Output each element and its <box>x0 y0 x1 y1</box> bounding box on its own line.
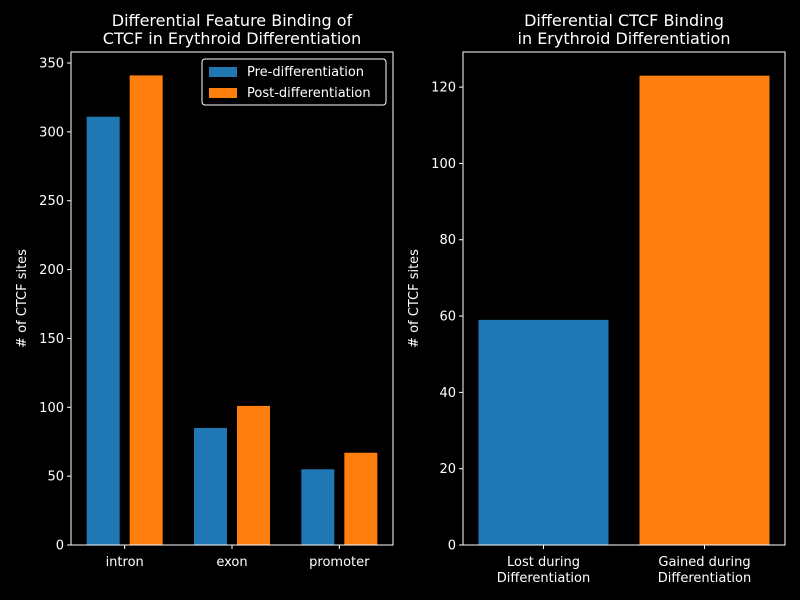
y-tick-label: 50 <box>47 470 64 485</box>
bar-post <box>237 405 270 545</box>
bar <box>478 319 609 545</box>
y-tick-label: 60 <box>439 310 456 325</box>
y-tick-label: 200 <box>39 263 64 278</box>
bar-post <box>344 452 378 545</box>
text-line: Differential CTCF Binding <box>524 11 724 30</box>
bar-pre <box>194 427 227 545</box>
bars <box>86 75 378 546</box>
x-tick-label: exon <box>216 555 247 570</box>
chart-title: Differential Feature Binding of CTCF in E… <box>103 11 361 48</box>
y-tick-label: 20 <box>439 462 456 477</box>
y-axis-label: # of CTCF sites <box>15 249 30 348</box>
y-axis-ticks: 0 50 100 150 200 250 300 350 <box>39 57 71 554</box>
y-tick-label: 100 <box>39 401 64 416</box>
y-tick-label: 40 <box>439 386 456 401</box>
ctcf-binding-chart: Differential CTCF Binding in Erythroid Di… <box>407 11 786 586</box>
x-tick-label: promoter <box>309 555 370 570</box>
legend-swatch-pre <box>209 67 237 77</box>
y-tick-label: 80 <box>439 233 456 248</box>
legend-box <box>201 58 387 106</box>
y-tick-label: 350 <box>39 57 64 72</box>
legend-label-pre: Pre-differentiation <box>247 65 364 80</box>
bar <box>639 75 770 545</box>
chart-title: Differential CTCF Binding in Erythroid Di… <box>518 11 731 48</box>
y-tick-label: 300 <box>39 125 64 140</box>
bars <box>478 75 770 545</box>
bar-pre <box>86 116 120 546</box>
x-axis-ticks: intron exon promoter <box>106 545 370 570</box>
y-tick-label: 120 <box>431 81 456 96</box>
text-line: CTCF in Erythroid Differentiation <box>103 29 361 48</box>
legend-label-post: Post-differentiation <box>247 86 371 101</box>
bar-post <box>129 75 163 545</box>
legend-swatch-post <box>209 88 237 98</box>
text-line: Differentiation <box>497 571 590 586</box>
y-tick-label: 250 <box>39 194 64 209</box>
plot-frame <box>462 51 786 546</box>
y-tick-label: 150 <box>39 332 64 347</box>
y-axis-ticks: 0 20 40 60 80 100 120 <box>431 81 463 554</box>
plot-frame <box>70 51 394 546</box>
text-line: Lost during <box>507 555 580 570</box>
y-tick-label: 0 <box>448 539 456 554</box>
text-line: Differential Feature Binding of <box>112 11 353 30</box>
y-axis-label: # of CTCF sites <box>407 249 422 348</box>
text-line: Gained during <box>658 555 750 570</box>
legend: Pre-differentiation Post-differentiation <box>201 58 387 106</box>
bar-pre <box>301 469 335 545</box>
text-line: Differentiation <box>658 571 751 586</box>
x-tick-label: intron <box>106 555 144 570</box>
x-tick-label: Lost during Differentiation <box>497 555 590 586</box>
x-tick-label: Gained during Differentiation <box>658 555 751 586</box>
feature-binding-chart: Differential Feature Binding of CTCF in E… <box>15 11 394 570</box>
text-line: in Erythroid Differentiation <box>518 29 731 48</box>
y-tick-label: 100 <box>431 157 456 172</box>
y-tick-label: 0 <box>56 539 64 554</box>
